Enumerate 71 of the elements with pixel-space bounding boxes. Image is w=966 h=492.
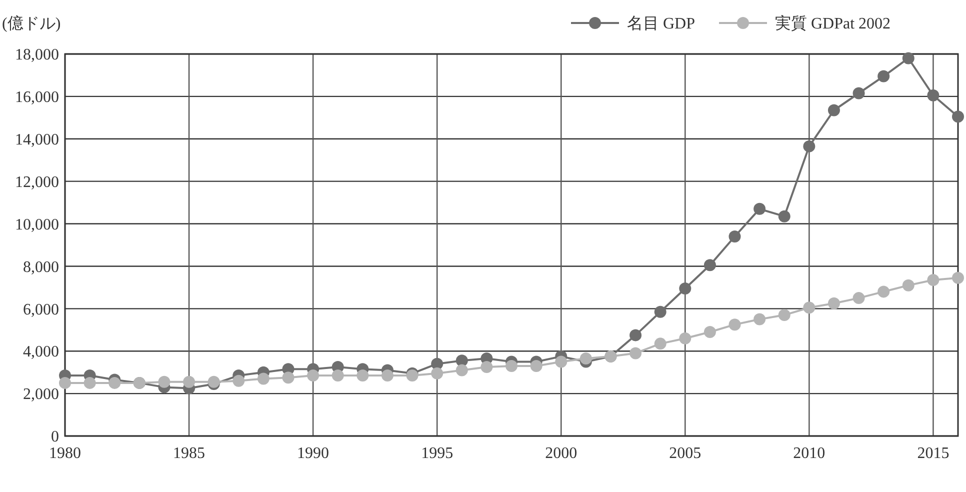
point: [431, 367, 444, 380]
x-tick-label: 1995: [421, 445, 454, 462]
point: [902, 52, 914, 64]
x-tick-label: 1985: [173, 445, 206, 462]
x-tick-label: 2000: [545, 445, 578, 462]
point: [108, 376, 121, 389]
point: [158, 376, 170, 388]
x-tick-label: 2015: [917, 445, 950, 462]
point: [307, 370, 320, 382]
y-tick-label: 18,000: [15, 46, 59, 64]
point: [630, 329, 642, 342]
point: [506, 360, 518, 372]
point: [704, 259, 716, 272]
point: [803, 140, 816, 152]
point: [679, 282, 692, 295]
y-tick-label: 14,000: [15, 131, 59, 148]
point: [927, 89, 940, 102]
point: [232, 374, 245, 387]
legend-label: 名目 GDP: [627, 16, 696, 33]
x-tick-label: 1990: [297, 445, 330, 462]
point: [480, 361, 493, 374]
point: [952, 272, 964, 284]
point: [381, 370, 394, 382]
point: [728, 230, 741, 243]
point: [406, 370, 418, 382]
point: [852, 87, 865, 100]
point: [183, 376, 196, 388]
point: [828, 104, 840, 116]
y-tick-label: 10,000: [15, 216, 59, 234]
point: [754, 313, 766, 326]
y-tick-label: 8,000: [23, 258, 59, 276]
point: [208, 376, 220, 388]
point: [803, 302, 816, 314]
point: [704, 326, 716, 338]
y-axis-title: (億ドル): [2, 14, 61, 33]
point: [530, 360, 542, 372]
y-tick-label: 2,000: [23, 386, 59, 404]
x-tick-label: 2010: [793, 445, 826, 462]
y-tick-label: 6,000: [23, 301, 59, 318]
point: [952, 110, 964, 123]
point: [356, 370, 369, 382]
x-tick-label: 2005: [669, 445, 702, 462]
point: [728, 318, 741, 331]
point: [902, 279, 914, 292]
point: [580, 352, 592, 365]
point: [679, 332, 692, 344]
x-tick-label: 1980: [49, 445, 81, 462]
point: [59, 376, 71, 389]
point: [927, 274, 940, 286]
y-tick-label: 0: [51, 428, 59, 446]
point: [456, 354, 468, 367]
point: [878, 286, 890, 298]
point: [754, 202, 766, 215]
point: [257, 372, 270, 385]
point: [630, 347, 642, 360]
point: [332, 370, 344, 382]
point: [878, 70, 890, 82]
point: [654, 306, 666, 318]
point: [828, 297, 840, 310]
point: [456, 364, 468, 376]
legend-label: 実質 GDPat 2002: [775, 14, 891, 33]
point: [852, 292, 865, 304]
point: [778, 210, 790, 222]
y-tick-label: 4,000: [23, 344, 59, 361]
point: [654, 338, 666, 350]
point: [282, 372, 294, 384]
point: [778, 309, 790, 322]
y-tick-label: 16,000: [15, 89, 59, 106]
y-tick-label: 12,000: [15, 174, 59, 191]
point: [84, 376, 96, 389]
point: [555, 356, 568, 368]
